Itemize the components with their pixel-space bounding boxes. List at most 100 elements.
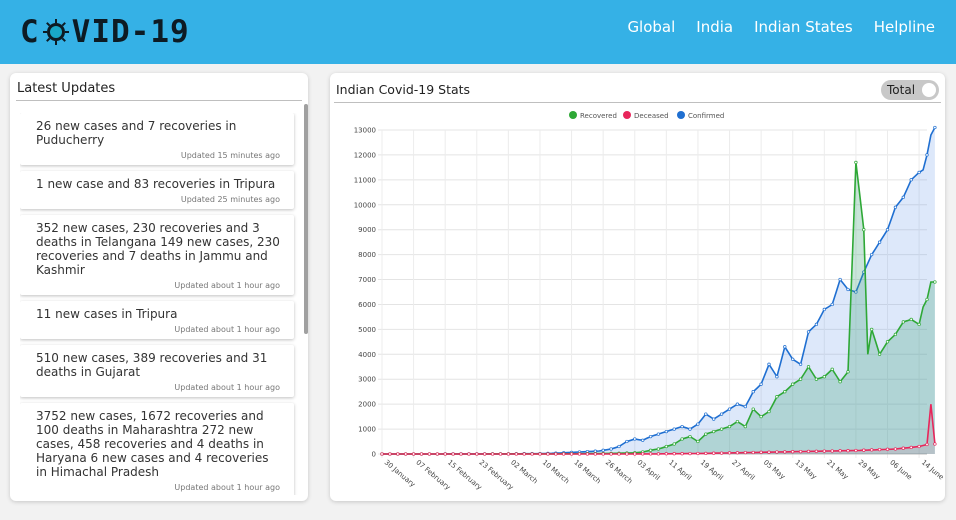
point-deceased: [830, 449, 834, 453]
point-confirmed: [751, 390, 755, 394]
logo-letter-c: C: [20, 14, 40, 50]
covid-logo[interactable]: C VID-19: [20, 13, 190, 51]
update-text: 3752 new cases, 1672 recoveries and 100 …: [36, 409, 269, 479]
point-deceased: [419, 452, 424, 456]
point-recovered: [656, 447, 661, 451]
x-tick-label: 06 June: [888, 458, 913, 481]
nav-helpline[interactable]: Helpline: [873, 18, 935, 36]
total-toggle[interactable]: Total: [881, 80, 939, 100]
point-deceased: [388, 452, 392, 456]
update-item: 11 new cases in Tripura Updated about 1 …: [20, 301, 294, 339]
point-deceased: [893, 447, 898, 451]
point-recovered: [672, 442, 676, 446]
point-confirmed: [680, 424, 684, 429]
point-deceased: [467, 452, 471, 456]
update-item: 1 new case and 83 recoveries in Tripura …: [20, 171, 294, 209]
nav-india[interactable]: India: [696, 18, 734, 36]
point-recovered: [767, 409, 771, 414]
point-recovered: [806, 365, 811, 369]
legend-marker-deceased: [623, 111, 631, 119]
divider: [16, 100, 302, 101]
point-deceased: [562, 452, 566, 456]
point-recovered: [917, 322, 921, 327]
point-deceased: [917, 444, 921, 449]
point-recovered: [901, 320, 905, 324]
point-confirmed: [854, 290, 858, 294]
point-confirmed: [688, 427, 692, 431]
point-confirmed: [814, 322, 819, 327]
point-deceased: [404, 452, 408, 456]
legend-label-deceased: Deceased: [634, 112, 669, 120]
update-item: 352 new cases, 230 recoveries and 3 deat…: [20, 215, 294, 295]
point-confirmed: [846, 287, 850, 292]
nav-global[interactable]: Global: [627, 18, 676, 36]
point-recovered: [893, 332, 898, 337]
point-confirmed: [712, 417, 716, 421]
point-confirmed: [933, 125, 937, 130]
point-confirmed: [798, 362, 803, 366]
update-item: 510 new cases, 389 recoveries and 31 dea…: [20, 345, 294, 397]
point-recovered: [743, 424, 747, 429]
point-recovered: [862, 228, 866, 232]
point-deceased: [577, 452, 582, 456]
point-recovered: [680, 437, 684, 441]
point-deceased: [909, 445, 913, 450]
point-deceased: [775, 450, 779, 454]
point-confirmed: [727, 407, 732, 411]
area-recovered: [382, 162, 935, 454]
point-deceased: [451, 452, 455, 456]
point-deceased: [538, 452, 542, 456]
point-confirmed: [870, 252, 874, 257]
point-deceased: [806, 449, 811, 454]
point-recovered: [719, 427, 724, 431]
point-deceased: [680, 452, 684, 456]
point-deceased: [601, 452, 605, 456]
point-confirmed: [838, 277, 842, 282]
point-recovered: [846, 370, 850, 374]
x-tick-label: 14 June: [920, 458, 945, 481]
updates-scrollbar[interactable]: [304, 104, 308, 334]
y-tick-label: 8000: [358, 251, 376, 259]
point-confirmed: [656, 432, 661, 436]
update-text: 510 new cases, 389 recoveries and 31 dea…: [36, 351, 268, 379]
point-deceased: [767, 450, 771, 454]
x-tick-label: 13 May: [793, 458, 818, 481]
point-confirmed: [822, 307, 826, 312]
top-header: C VID-19 Global India Indian States Help…: [0, 0, 956, 64]
divider: [334, 102, 941, 103]
point-recovered: [838, 380, 842, 384]
x-tick-label: 05 May: [762, 458, 787, 481]
covid-line-chart: Recovered Deceased Confirmed 0 1000 2000 3000 4…: [354, 111, 945, 492]
point-confirmed: [909, 178, 913, 182]
point-deceased: [822, 449, 826, 453]
top-nav: Global India Indian States Helpline: [627, 17, 935, 37]
point-deceased: [743, 450, 747, 455]
point-deceased: [506, 452, 511, 456]
point-deceased: [933, 442, 937, 446]
nav-indian-states[interactable]: Indian States: [754, 18, 853, 36]
point-deceased: [854, 448, 858, 453]
point-deceased: [641, 452, 645, 456]
point-deceased: [877, 447, 882, 452]
legend-label-confirmed: Confirmed: [688, 112, 724, 120]
updates-list[interactable]: 26 new cases and 7 recoveries in Puduche…: [20, 113, 304, 495]
point-confirmed: [925, 153, 929, 157]
x-tick-label: 27 April: [730, 458, 756, 482]
x-tick-label: 21 May: [825, 458, 850, 481]
point-confirmed: [759, 382, 763, 386]
point-deceased: [475, 452, 479, 456]
point-deceased: [522, 452, 526, 456]
legend-label-recovered: Recovered: [580, 112, 617, 120]
point-deceased: [530, 452, 534, 456]
point-deceased: [735, 451, 740, 455]
point-deceased: [443, 452, 447, 456]
point-confirmed: [704, 412, 708, 416]
covid-stats-card: Indian Covid-19 Stats Total Recovered Dec…: [330, 73, 945, 501]
point-deceased: [411, 452, 416, 456]
point-recovered: [664, 444, 668, 449]
point-recovered: [696, 439, 700, 444]
point-recovered: [885, 340, 890, 344]
point-deceased: [862, 448, 866, 452]
point-deceased: [712, 451, 716, 455]
point-confirmed: [806, 330, 811, 334]
